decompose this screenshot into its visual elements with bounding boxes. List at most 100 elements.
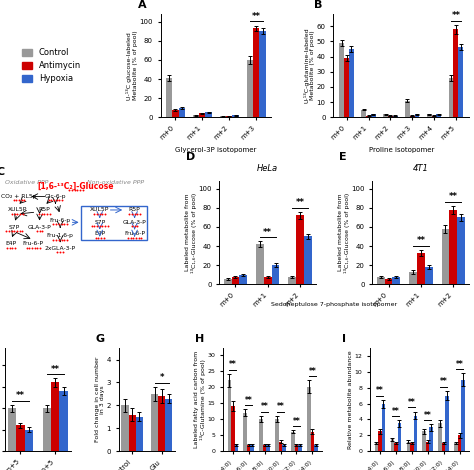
Bar (264, 276, 272, 284)
Bar (266, 445, 270, 451)
Text: Fru-1,6-p: Fru-1,6-p (47, 233, 73, 238)
Bar (344, 58, 349, 117)
Text: **: ** (229, 360, 237, 369)
Bar (296, 215, 304, 284)
Bar (206, 112, 212, 117)
Text: **: ** (456, 360, 464, 369)
Bar (417, 253, 425, 284)
Bar (339, 43, 344, 117)
Legend: Control, Antimycin, Hypoxia: Control, Antimycin, Hypoxia (22, 48, 81, 83)
Bar (410, 443, 413, 451)
Text: *: * (160, 374, 164, 383)
Bar (361, 110, 366, 117)
Bar (226, 116, 232, 117)
Bar (158, 396, 165, 451)
Bar (244, 413, 247, 451)
Bar (235, 445, 238, 451)
Text: **: ** (440, 377, 447, 386)
Bar (81, 206, 147, 240)
Bar (275, 419, 279, 451)
Text: 2xGLA-3-P: 2xGLA-3-P (45, 246, 76, 251)
Text: Non-oxidative PPP: Non-oxidative PPP (87, 180, 144, 185)
Bar (291, 432, 295, 451)
Text: **: ** (424, 411, 431, 420)
Bar (250, 445, 254, 451)
Bar (25, 430, 33, 451)
Bar (231, 406, 235, 451)
Bar (43, 408, 51, 451)
Text: **: ** (408, 398, 416, 407)
Bar (310, 432, 314, 451)
Bar (279, 441, 283, 451)
Text: R5P: R5P (38, 207, 50, 212)
Text: **: ** (451, 11, 460, 20)
Text: **: ** (263, 227, 272, 236)
Text: G: G (95, 334, 104, 344)
Y-axis label: Fold change in cell number
in 3 days: Fold change in cell number in 3 days (94, 357, 105, 442)
Bar (426, 442, 429, 451)
Bar (377, 276, 384, 284)
Bar (151, 394, 158, 451)
Text: CO₂ + RL5p: CO₂ + RL5p (1, 194, 37, 199)
Text: 4T1: 4T1 (413, 164, 429, 173)
Text: R5P: R5P (129, 207, 140, 212)
Bar (247, 445, 250, 451)
Bar (219, 116, 226, 117)
Bar (366, 116, 371, 117)
Y-axis label: Labeled metabolite from
¹³C₁,₆-Glucose (% of pool): Labeled metabolite from ¹³C₁,₆-Glucose (… (185, 193, 197, 273)
Bar (51, 383, 59, 451)
Bar (398, 423, 401, 451)
Bar (228, 380, 231, 451)
Y-axis label: U-¹³C-glutamine-labeled
Metabolite (% of pool): U-¹³C-glutamine-labeled Metabolite (% of… (303, 28, 315, 103)
Text: GLA-3-P: GLA-3-P (27, 225, 52, 230)
Bar (437, 114, 441, 117)
Bar (429, 427, 433, 451)
Text: Fru-6-p: Fru-6-p (50, 218, 71, 223)
Y-axis label: Labeled metabolite from
¹³C₁,₆-Glucose (% of pool): Labeled metabolite from ¹³C₁,₆-Glucose (… (338, 193, 350, 273)
Bar (425, 267, 432, 284)
Text: Fru-6-P: Fru-6-P (23, 242, 44, 246)
Text: E: E (338, 152, 346, 163)
Bar (136, 417, 143, 451)
Text: I: I (342, 334, 346, 344)
Bar (449, 210, 457, 284)
Bar (232, 115, 239, 117)
Text: **: ** (16, 391, 25, 400)
Text: Fru-6-P: Fru-6-P (124, 231, 145, 236)
Text: **: ** (296, 198, 305, 207)
Bar (371, 114, 376, 117)
Bar (449, 78, 454, 117)
Bar (289, 276, 296, 284)
Bar (128, 415, 136, 451)
Text: **: ** (449, 192, 458, 201)
Text: E4P: E4P (6, 242, 17, 246)
Text: Glc-6-p: Glc-6-p (45, 194, 66, 199)
Text: **: ** (292, 416, 301, 426)
Bar (199, 113, 206, 117)
Bar (393, 116, 398, 117)
Bar (232, 276, 239, 284)
Text: **: ** (245, 396, 253, 405)
Text: Oxidative PPP: Oxidative PPP (5, 180, 49, 185)
Bar (304, 236, 312, 284)
Text: **: ** (277, 402, 284, 411)
Text: **: ** (392, 407, 400, 415)
Bar (224, 280, 232, 284)
Bar (405, 101, 410, 117)
Text: S7P: S7P (94, 220, 105, 225)
Bar (454, 29, 458, 117)
Bar (165, 399, 173, 451)
Bar (457, 218, 465, 284)
Bar (272, 265, 280, 284)
Bar (458, 47, 463, 117)
Bar (454, 443, 458, 451)
Text: XUL5P: XUL5P (8, 207, 27, 212)
Text: **: ** (376, 386, 384, 395)
Bar (8, 408, 16, 451)
Text: GLA-3-P: GLA-3-P (123, 220, 146, 225)
Bar (253, 28, 259, 117)
Bar (446, 396, 449, 451)
Bar (283, 445, 286, 451)
Bar (192, 115, 199, 117)
Bar (172, 110, 179, 117)
